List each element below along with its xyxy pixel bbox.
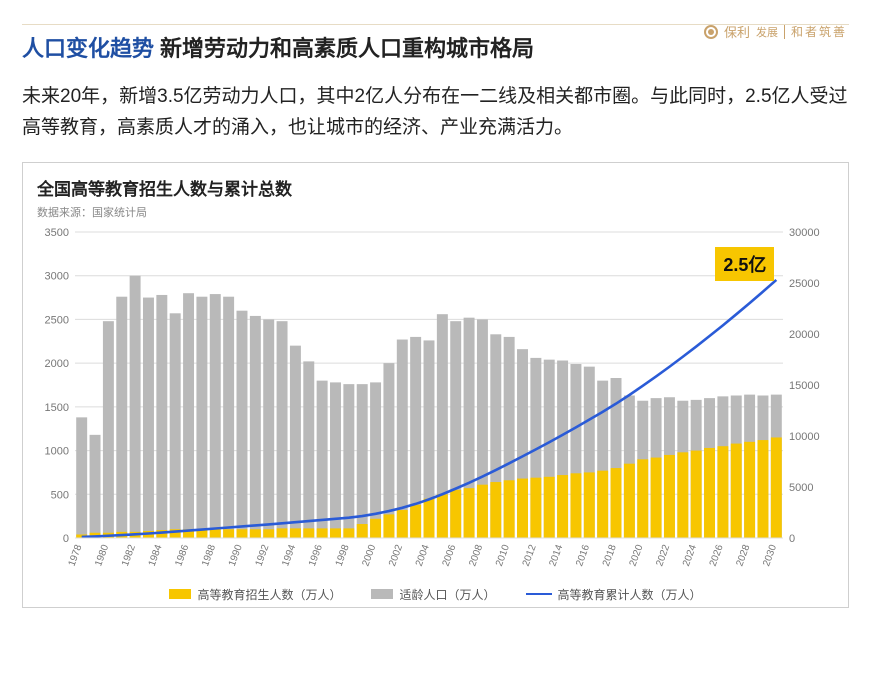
legend-label-cumulative: 高等教育累计人数（万人） <box>558 586 702 603</box>
legend-item-cumulative: 高等教育累计人数（万人） <box>526 586 702 603</box>
headline-accent: 人口变化趋势 <box>22 36 154 61</box>
svg-text:2016: 2016 <box>574 543 592 568</box>
chart-legend: 高等教育招生人数（万人） 适龄人口（万人） 高等教育累计人数（万人） <box>31 586 840 603</box>
svg-text:1980: 1980 <box>93 543 111 568</box>
svg-text:3500: 3500 <box>45 227 69 239</box>
svg-text:2030: 2030 <box>761 543 779 568</box>
svg-text:500: 500 <box>51 489 69 501</box>
svg-text:1000: 1000 <box>45 445 69 457</box>
headline-rest: 新增劳动力和高素质人口重构城市格局 <box>160 36 534 61</box>
legend-label-enroll: 高等教育招生人数（万人） <box>197 586 341 603</box>
brand-separator <box>784 25 785 39</box>
svg-text:5000: 5000 <box>789 482 813 494</box>
svg-text:2014: 2014 <box>547 543 565 568</box>
brand-name: 保利 <box>724 22 750 41</box>
svg-text:1986: 1986 <box>173 543 191 568</box>
legend-item-enroll: 高等教育招生人数（万人） <box>169 586 341 603</box>
svg-text:2026: 2026 <box>708 543 726 568</box>
legend-swatch-eligible <box>371 589 393 599</box>
svg-text:1982: 1982 <box>120 543 138 568</box>
svg-text:0: 0 <box>63 533 69 545</box>
svg-text:2000: 2000 <box>360 543 378 568</box>
chart-title: 全国高等教育招生人数与累计总数 <box>37 175 840 200</box>
svg-text:2018: 2018 <box>601 543 619 568</box>
chart-source: 数据来源：国家统计局 <box>37 204 840 220</box>
brand-block: 保利 发展 和者筑善 <box>704 22 847 41</box>
legend-label-eligible: 适龄人口（万人） <box>399 586 495 603</box>
chart-card: 全国高等教育招生人数与累计总数 数据来源：国家统计局 0 500 1000 1500 2… <box>22 162 849 608</box>
legend-item-eligible: 适龄人口（万人） <box>371 586 495 603</box>
svg-text:3000: 3000 <box>45 270 69 282</box>
svg-text:1978: 1978 <box>67 543 85 568</box>
svg-text:1988: 1988 <box>200 543 218 568</box>
brand-tagline: 和者筑善 <box>791 23 847 40</box>
svg-text:0: 0 <box>789 533 795 545</box>
legend-swatch-enroll <box>169 589 191 599</box>
chart-svg: 0 500 1000 1500 2000 2500 3000 3500 0 5000 10000 15… <box>31 222 831 582</box>
svg-text:2006: 2006 <box>441 543 459 568</box>
svg-text:2008: 2008 <box>467 543 485 568</box>
svg-text:1992: 1992 <box>254 543 272 568</box>
svg-text:2002: 2002 <box>387 543 405 568</box>
svg-text:1998: 1998 <box>334 543 352 568</box>
svg-text:30000: 30000 <box>789 227 820 239</box>
svg-text:1500: 1500 <box>45 402 69 414</box>
svg-text:2022: 2022 <box>654 543 672 568</box>
svg-text:2010: 2010 <box>494 543 512 568</box>
svg-text:1996: 1996 <box>307 543 325 568</box>
svg-text:2024: 2024 <box>681 543 699 568</box>
svg-text:2028: 2028 <box>734 543 752 568</box>
svg-text:10000: 10000 <box>789 431 820 443</box>
legend-swatch-cumulative <box>526 593 552 595</box>
brand-logo-icon <box>704 25 718 39</box>
chart-callout: 2.5亿 <box>715 247 774 281</box>
svg-text:2000: 2000 <box>45 358 69 370</box>
svg-text:1994: 1994 <box>280 543 298 568</box>
lede-paragraph: 未来20年，新增3.5亿劳动力人口，其中2亿人分布在一二线及相关都市圈。与此同时… <box>22 81 849 144</box>
svg-text:2020: 2020 <box>628 543 646 568</box>
svg-text:1990: 1990 <box>227 543 245 568</box>
svg-text:20000: 20000 <box>789 329 820 341</box>
svg-text:2500: 2500 <box>45 314 69 326</box>
svg-text:15000: 15000 <box>789 380 820 392</box>
svg-text:25000: 25000 <box>789 278 820 290</box>
chart-source-label: 数据来源： <box>37 207 92 219</box>
chart-source-value: 国家统计局 <box>92 207 147 219</box>
brand-suffix: 发展 <box>756 24 778 40</box>
svg-text:1984: 1984 <box>147 543 165 568</box>
svg-text:2004: 2004 <box>414 543 432 568</box>
svg-text:2012: 2012 <box>521 543 539 568</box>
